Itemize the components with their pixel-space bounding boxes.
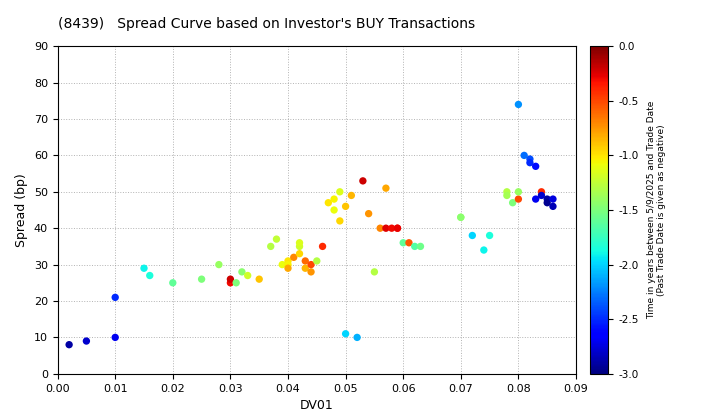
Point	[403, 239, 415, 246]
Point	[328, 196, 340, 202]
Point	[294, 243, 305, 250]
Point	[144, 272, 156, 279]
Point	[242, 272, 253, 279]
Point	[230, 279, 242, 286]
Point	[484, 232, 495, 239]
Point	[518, 152, 530, 159]
Point	[536, 192, 547, 199]
Point	[196, 276, 207, 283]
Point	[109, 294, 121, 301]
Point	[392, 225, 403, 231]
Point	[524, 156, 536, 163]
Point	[524, 159, 536, 166]
Point	[374, 225, 386, 231]
Point	[225, 279, 236, 286]
Point	[305, 261, 317, 268]
Point	[513, 189, 524, 195]
Point	[328, 207, 340, 213]
Point	[236, 268, 248, 275]
Point	[138, 265, 150, 272]
Point	[455, 214, 467, 220]
Point	[276, 261, 288, 268]
Point	[513, 101, 524, 108]
Point	[541, 200, 553, 206]
Point	[300, 257, 311, 264]
Point	[530, 196, 541, 202]
Point	[547, 203, 559, 210]
Point	[253, 276, 265, 283]
Point	[386, 225, 397, 231]
Point	[63, 341, 75, 348]
Point	[467, 232, 478, 239]
Point	[265, 243, 276, 250]
Point	[409, 243, 420, 250]
Point	[369, 268, 380, 275]
Text: (8439)   Spread Curve based on Investor's BUY Transactions: (8439) Spread Curve based on Investor's …	[58, 17, 474, 31]
Point	[357, 178, 369, 184]
Point	[530, 163, 541, 170]
Point	[536, 189, 547, 195]
Point	[334, 218, 346, 224]
Point	[282, 257, 294, 264]
Point	[380, 185, 392, 192]
Point	[363, 210, 374, 217]
Point	[288, 254, 300, 261]
Point	[213, 261, 225, 268]
Point	[501, 189, 513, 195]
Point	[501, 192, 513, 199]
Point	[305, 268, 317, 275]
Point	[513, 196, 524, 202]
Point	[300, 265, 311, 272]
Point	[225, 276, 236, 283]
Point	[397, 239, 409, 246]
Point	[334, 189, 346, 195]
Point	[547, 196, 559, 202]
Point	[271, 236, 282, 242]
Point	[282, 265, 294, 272]
Point	[415, 243, 426, 250]
Point	[346, 192, 357, 199]
Point	[478, 247, 490, 253]
X-axis label: DV01: DV01	[300, 399, 333, 412]
Point	[81, 338, 92, 344]
Point	[323, 200, 334, 206]
Y-axis label: Time in years between 5/9/2025 and Trade Date
(Past Trade Date is given as negat: Time in years between 5/9/2025 and Trade…	[647, 101, 666, 319]
Point	[311, 257, 323, 264]
Point	[340, 203, 351, 210]
Point	[455, 214, 467, 220]
Point	[294, 250, 305, 257]
Point	[380, 225, 392, 231]
Point	[317, 243, 328, 250]
Point	[294, 239, 305, 246]
Point	[167, 279, 179, 286]
Point	[351, 334, 363, 341]
Point	[109, 334, 121, 341]
Point	[507, 200, 518, 206]
Point	[541, 196, 553, 202]
Point	[282, 261, 294, 268]
Y-axis label: Spread (bp): Spread (bp)	[15, 173, 28, 247]
Point	[340, 331, 351, 337]
Point	[392, 225, 403, 231]
